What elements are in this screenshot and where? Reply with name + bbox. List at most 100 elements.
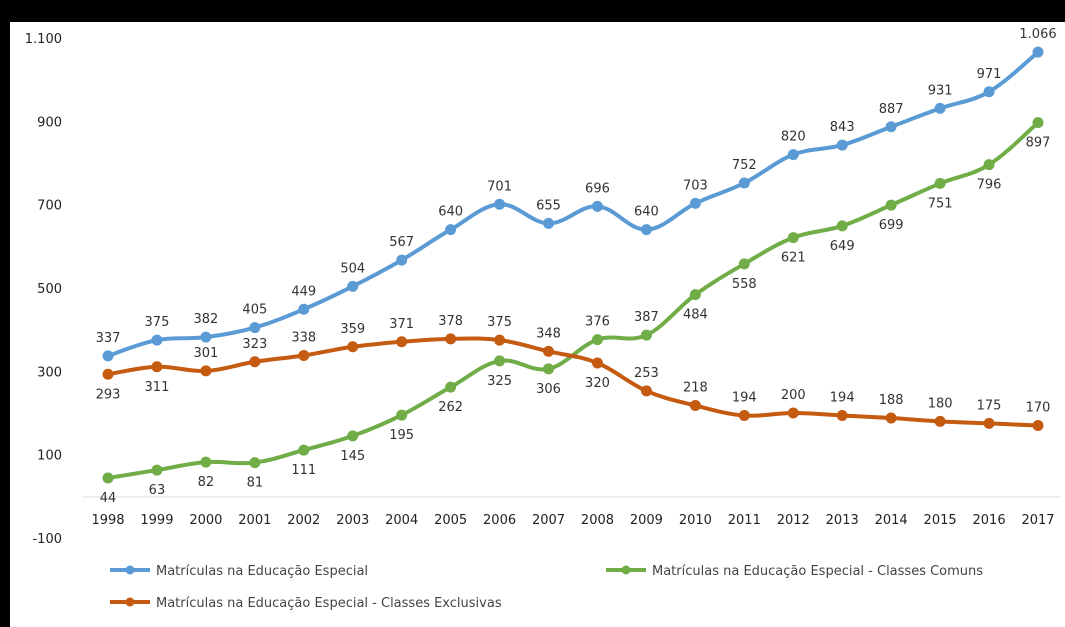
series-1-data-label: 640 [438, 205, 463, 220]
series-2-point [836, 220, 848, 232]
series-2-point [591, 334, 603, 346]
series-1-point [591, 200, 603, 212]
series-3-point [983, 417, 995, 429]
series-2-data-label: 621 [781, 251, 806, 266]
legend-marker-2 [621, 565, 631, 575]
series-3-point [787, 407, 799, 419]
legend-label-2: Matrículas na Educação Especial - Classe… [652, 564, 983, 579]
series-1-data-label: 655 [536, 198, 561, 213]
series-1-data-label: 752 [732, 158, 757, 173]
series-1-data-label: 504 [340, 261, 365, 276]
series-1-point [445, 224, 457, 236]
x-tick-label: 2014 [875, 513, 908, 528]
series-2-data-label: 751 [928, 196, 953, 211]
series-2-data-label: 484 [683, 308, 708, 323]
series-1-point [640, 224, 652, 236]
x-tick-label: 2001 [238, 513, 271, 528]
x-tick-label: 2005 [434, 513, 467, 528]
series-1-data-label: 931 [928, 83, 953, 98]
series-3-point [640, 385, 652, 397]
series-1-data-label: 696 [585, 181, 610, 196]
series-3-data-label: 378 [438, 314, 463, 329]
series-2-point [151, 464, 163, 476]
series-1-data-label: 820 [781, 130, 806, 145]
series-1-point [102, 350, 114, 362]
legend-marker-1 [125, 565, 135, 575]
series-2-point [396, 409, 408, 421]
series-1-point [249, 322, 261, 334]
series-1-data-label: 887 [879, 102, 904, 117]
x-tick-label: 2008 [581, 513, 614, 528]
y-tick-label: 300 [37, 365, 62, 380]
series-3-point [494, 334, 506, 346]
series-3-point [1032, 420, 1044, 431]
series-2-data-label: 81 [247, 476, 264, 491]
series-1-data-label: 701 [487, 179, 512, 194]
series-3-point [151, 361, 163, 373]
series-1-point [934, 102, 946, 114]
series-1-point [1032, 46, 1044, 58]
series-2-data-label: 44 [100, 491, 117, 506]
series-2-data-label: 82 [198, 475, 215, 490]
series-3-data-label: 180 [928, 396, 953, 411]
series-1-data-label: 337 [96, 331, 121, 346]
x-tick-label: 2007 [532, 513, 565, 528]
x-tick-label: 2011 [728, 513, 761, 528]
series-1-point [689, 197, 701, 209]
series-2-data-label: 558 [732, 277, 757, 292]
series-2-data-label: 897 [1026, 136, 1051, 151]
series-2-point [543, 363, 555, 375]
series-3-data-label: 218 [683, 381, 708, 396]
x-tick-label: 2010 [679, 513, 712, 528]
series-1-point [983, 86, 995, 98]
series-1-data-label: 1.066 [1019, 27, 1056, 42]
series-3-data-label: 359 [340, 322, 365, 337]
series-1-data-label: 382 [193, 312, 218, 327]
x-tick-label: 1998 [91, 513, 124, 528]
series-2-data-label: 796 [977, 178, 1002, 193]
series-1-point [200, 331, 212, 343]
series-3-data-label: 175 [977, 398, 1002, 413]
series-3-point [445, 333, 457, 345]
series-2-data-label: 63 [149, 483, 166, 498]
series-2-data-label: 376 [585, 315, 610, 330]
y-tick-label: 1.100 [25, 32, 62, 47]
series-3-data-label: 293 [96, 387, 121, 402]
series-3-point [200, 365, 212, 377]
series-1-data-label: 405 [242, 303, 267, 318]
y-tick-label: 900 [37, 115, 62, 130]
series-1-point [347, 280, 359, 292]
series-2-point [983, 159, 995, 171]
y-tick-label: 500 [37, 282, 62, 297]
x-tick-label: 2017 [1021, 513, 1054, 528]
series-3-point [543, 345, 555, 357]
x-tick-label: 2015 [924, 513, 957, 528]
series-3-point [249, 356, 261, 368]
series-2-point [640, 329, 652, 341]
series-3-data-label: 194 [732, 391, 757, 406]
x-tick-label: 2009 [630, 513, 663, 528]
series-2-data-label: 111 [291, 463, 316, 478]
series-2-data-label: 262 [438, 400, 463, 415]
series-3-point [738, 410, 750, 421]
series-2-point [298, 444, 310, 456]
series-3-point [934, 415, 946, 427]
series-1-data-label: 567 [389, 235, 414, 250]
x-tick-label: 2003 [336, 513, 369, 528]
series-1-data-label: 449 [291, 284, 316, 299]
series-2-point [689, 289, 701, 301]
x-tick-label: 2012 [777, 513, 810, 528]
series-1-data-label: 703 [683, 178, 708, 193]
series-2-point [885, 199, 897, 211]
series-3-point [396, 336, 408, 348]
series-3-data-label: 194 [830, 391, 855, 406]
legend-label-1: Matrículas na Educação Especial [156, 564, 368, 579]
series-1-point [885, 121, 897, 133]
x-tick-label: 2013 [826, 513, 859, 528]
series-2-data-label: 306 [536, 382, 561, 397]
series-3-point [102, 368, 114, 380]
series-3-data-label: 323 [242, 337, 267, 352]
series-2-data-label: 387 [634, 310, 659, 325]
series-2-data-label: 649 [830, 239, 855, 254]
